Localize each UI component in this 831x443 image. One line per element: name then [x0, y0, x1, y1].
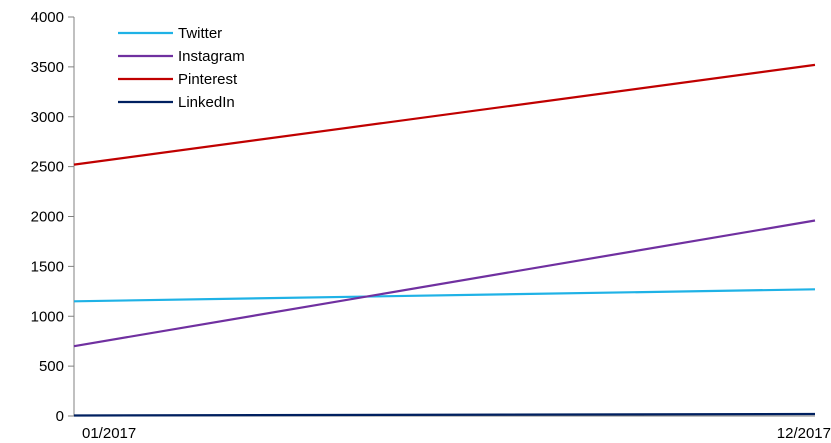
y-tick-label: 2000 [31, 209, 64, 226]
x-tick-label: 01/2017 [82, 425, 136, 442]
series-line-instagram [73, 219, 816, 348]
x-axis-labels: 01/2017 12/2017 [82, 425, 831, 442]
y-tick-label: 3500 [31, 59, 64, 76]
series-line-pinterest [73, 63, 816, 166]
y-tick-label: 3000 [31, 109, 64, 126]
series-lines [73, 63, 816, 417]
y-tick-label: 1500 [31, 258, 64, 275]
y-tick-label: 1000 [31, 308, 64, 325]
series-line-twitter [73, 288, 816, 303]
series-line-linkedin [73, 412, 816, 417]
y-axis-ticks: 0 500 1000 1500 2000 2500 3000 3500 4000 [31, 9, 74, 425]
y-tick-label: 2500 [31, 159, 64, 176]
y-tick-label: 4000 [31, 9, 64, 26]
legend-label-twitter: Twitter [178, 25, 222, 42]
y-tick-label: 0 [56, 408, 64, 425]
y-tick-label: 500 [39, 358, 64, 375]
legend-label-instagram: Instagram [178, 48, 245, 65]
legend: Twitter Instagram Pinterest LinkedIn [118, 25, 245, 111]
legend-label-linkedin: LinkedIn [178, 94, 235, 111]
legend-label-pinterest: Pinterest [178, 71, 238, 88]
x-tick-label: 12/2017 [777, 425, 831, 442]
